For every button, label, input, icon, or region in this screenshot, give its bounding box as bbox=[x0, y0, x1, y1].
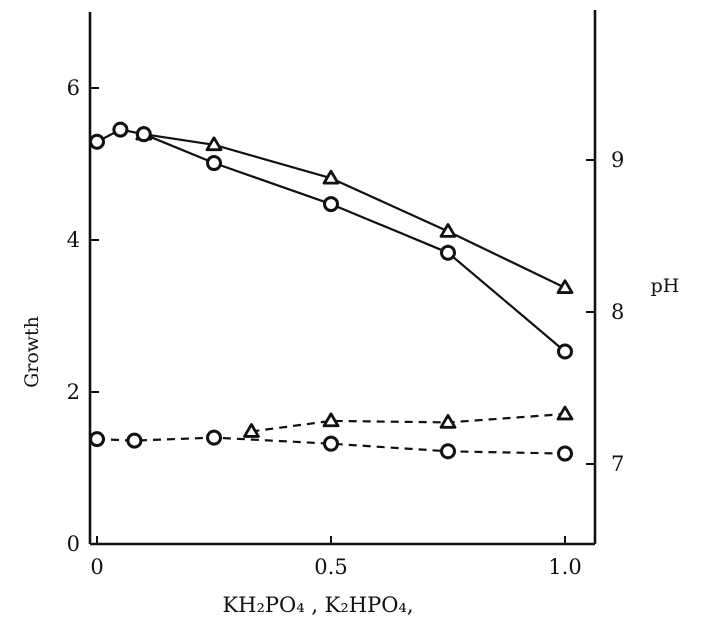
triangle-point bbox=[322, 169, 340, 185]
circle-point bbox=[323, 435, 339, 452]
x-tick-label: 1.0 bbox=[548, 555, 581, 579]
series-circle-solid bbox=[89, 121, 573, 360]
circle-point bbox=[440, 443, 456, 460]
triangle-point bbox=[439, 414, 457, 429]
circle-point bbox=[89, 133, 105, 150]
circle-point bbox=[135, 126, 152, 143]
y-left-tick-label: 0 bbox=[67, 532, 80, 556]
circle-point bbox=[323, 196, 339, 213]
triangle-point bbox=[243, 423, 260, 438]
triangle-point bbox=[556, 279, 574, 294]
axes bbox=[88, 10, 597, 546]
y-right-tick-label: 9 bbox=[611, 148, 624, 172]
circle-point bbox=[206, 429, 222, 446]
x-tick-label: 0.5 bbox=[314, 555, 347, 579]
y-right-axis-label: pH bbox=[651, 275, 680, 297]
circle-point bbox=[206, 155, 222, 172]
circle-point bbox=[112, 121, 129, 138]
y-left-tick-label: 6 bbox=[67, 76, 80, 100]
y-right-tick-label: 8 bbox=[611, 300, 624, 324]
circle-point bbox=[557, 445, 573, 462]
circle-point bbox=[126, 432, 143, 449]
series-line bbox=[96, 128, 566, 353]
circle-point bbox=[89, 431, 105, 448]
series-triangle-solid bbox=[135, 125, 574, 294]
triangle-point bbox=[439, 223, 457, 238]
series-triangle-dashed bbox=[243, 405, 574, 438]
triangle-point bbox=[322, 412, 340, 428]
y-left-axis-label: Growth bbox=[21, 316, 43, 388]
x-axis-label: KH₂PO₄ , K₂HPO₄, bbox=[222, 593, 413, 617]
circle-point bbox=[557, 343, 573, 360]
ticks: 0 0.5 1.0 0 2 4 6 7 8 9 bbox=[67, 76, 625, 579]
circle-point bbox=[440, 244, 456, 261]
series-line bbox=[143, 133, 566, 289]
x-tick-label: 0 bbox=[90, 555, 103, 579]
triangle-point bbox=[205, 136, 223, 152]
series-line bbox=[251, 412, 566, 433]
series-circle-dashed bbox=[89, 429, 573, 462]
series bbox=[89, 121, 574, 462]
triangle-point bbox=[556, 405, 574, 421]
y-left-tick-label: 4 bbox=[67, 228, 80, 252]
y-right-tick-label: 7 bbox=[611, 452, 624, 476]
y-left-tick-label: 2 bbox=[67, 380, 80, 404]
